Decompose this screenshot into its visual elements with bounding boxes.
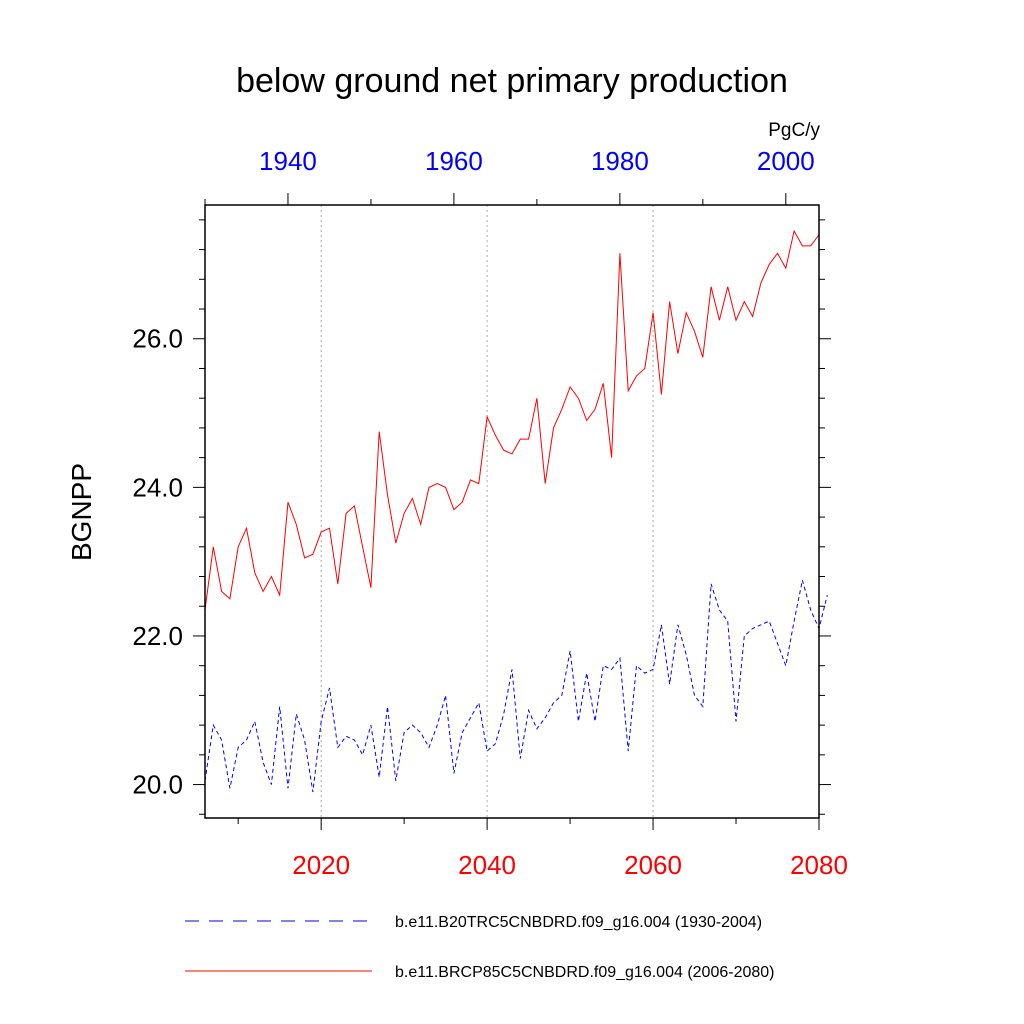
legend-label-red: b.e11.BRCP85C5CNBDRD.f09_g16.004 (2006-2… — [395, 964, 774, 981]
plot-frame — [204, 204, 820, 819]
y-tick-label: 20.0 — [132, 770, 183, 800]
x-top-tick-label: 2000 — [757, 146, 815, 176]
axes: 20.0 22.0 24.0 26.0 2020 2040 2060 2080 1940 1960… — [132, 146, 848, 880]
series-line-historical — [204, 580, 828, 793]
y-tick-label: 24.0 — [132, 472, 183, 502]
legend-label-blue: b.e11.B20TRC5CNBDRD.f09_g16.004 (1930-20… — [395, 914, 762, 931]
series-layer — [204, 229, 828, 793]
x-bottom-tick-label: 2060 — [624, 850, 682, 880]
x-bottom-tick-label: 2040 — [458, 850, 516, 880]
x-top-tick-label: 1980 — [591, 146, 649, 176]
series-line-rcp85 — [204, 229, 820, 611]
chart-title: below ground net primary production — [236, 62, 788, 100]
x-bottom-tick-label: 2020 — [292, 850, 350, 880]
x-bottom-tick-label: 2080 — [790, 850, 848, 880]
legend: b.e11.B20TRC5CNBDRD.f09_g16.004 (1930-20… — [185, 914, 774, 981]
y-tick-label: 22.0 — [132, 621, 183, 651]
x-top-tick-label: 1940 — [259, 146, 317, 176]
gridlines — [320, 205, 654, 818]
y-tick-label: 26.0 — [132, 324, 183, 354]
units-label: PgC/y — [768, 120, 820, 141]
x-top-tick-label: 1960 — [425, 146, 483, 176]
